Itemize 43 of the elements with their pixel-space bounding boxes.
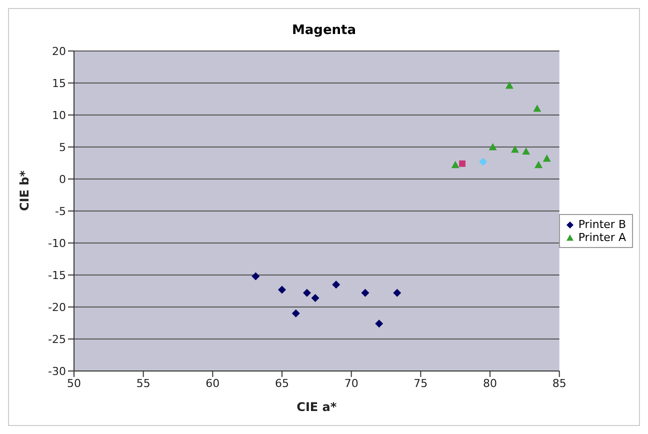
y-tick-label: -5: [55, 204, 66, 218]
point: [505, 82, 514, 89]
point: [393, 288, 402, 297]
point: [510, 146, 519, 153]
point: [375, 320, 384, 328]
point: [479, 158, 488, 166]
point: [542, 154, 551, 162]
y-tick-label: 0: [59, 172, 66, 186]
point: [488, 143, 497, 150]
y-tick-label: -10: [48, 236, 66, 250]
x-tick-label: 80: [483, 376, 498, 390]
point: [533, 104, 542, 112]
y-tick-label: -30: [48, 364, 66, 378]
legend-label: Printer A: [578, 231, 626, 244]
y-tick-label: -15: [48, 268, 66, 282]
point: [534, 160, 543, 168]
x-tick-label: 75: [414, 376, 428, 390]
y-tick-label: 5: [59, 140, 66, 154]
y-axis-title: CIE b*: [17, 170, 32, 211]
point: [302, 288, 311, 297]
point: [361, 288, 370, 297]
legend-label: Printer B: [578, 218, 626, 231]
point: [252, 272, 260, 280]
x-tick-label: 60: [206, 376, 220, 390]
point: [311, 294, 320, 302]
point: [292, 309, 300, 318]
point: [459, 160, 466, 167]
y-tick-label: -20: [48, 300, 66, 314]
x-tick-label: 55: [136, 376, 150, 390]
x-tick-label: 70: [344, 376, 358, 390]
x-tick-label: 50: [67, 376, 81, 390]
x-axis-title: CIE a*: [296, 400, 338, 414]
y-tick-label: 10: [52, 108, 66, 122]
point: [278, 286, 286, 294]
x-tick-label: 85: [552, 376, 566, 390]
point: [451, 160, 460, 168]
point: [522, 147, 530, 155]
point: [332, 280, 340, 289]
y-tick-label: 15: [52, 76, 66, 90]
x-tick-label: 65: [275, 376, 290, 390]
y-tick-label: 20: [52, 44, 66, 58]
chart-title: Magenta: [290, 23, 358, 40]
y-tick-label: -25: [48, 332, 66, 346]
